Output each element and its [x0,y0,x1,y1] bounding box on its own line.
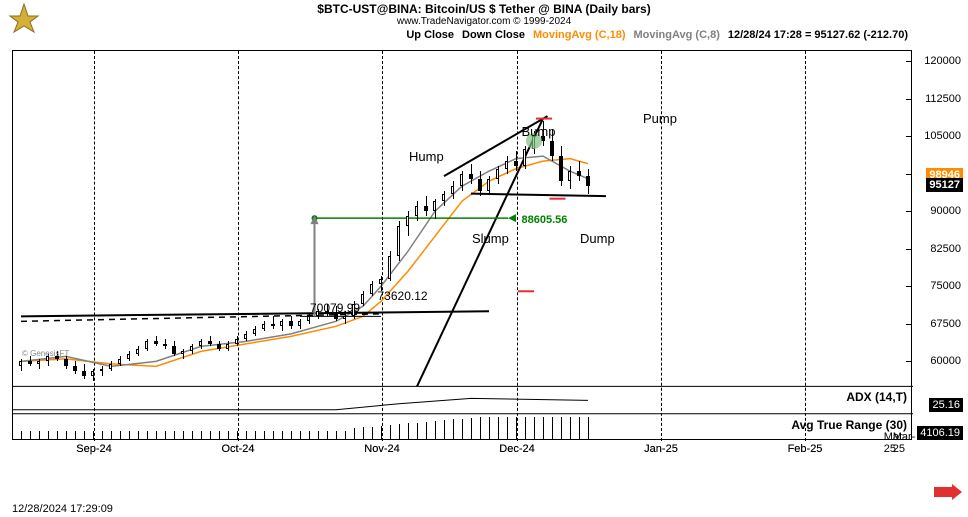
y-axis-tick: 90000 [930,205,961,217]
app-logo [8,2,40,37]
x-axis-label: Mar-25 [884,431,907,455]
chart-annotation: Pump [643,111,677,126]
x-axis-label: Feb-25 [788,443,823,455]
indicator-label: ADX (14,T) [846,390,907,404]
legend-row: Up Close Down Close MovingAvg (C,18) Mov… [0,27,968,43]
chart-annotation: 73620.12 [378,289,428,303]
legend-ma1: MovingAvg (C,18) [533,29,626,41]
scroll-right-arrow[interactable] [934,484,962,503]
chart-svg-overlay [13,51,913,441]
indicator-label: Avg True Range (30) [791,418,907,432]
x-axis-label: Nov-24 [364,443,399,455]
y-axis-tick: 82500 [930,243,961,255]
price-tag: 95127 [926,178,963,192]
x-axis-label: Oct-24 [221,443,254,455]
legend-up-close: Up Close [406,29,454,41]
y-axis-tick: 60000 [930,355,961,367]
legend-down-close: Down Close [462,29,525,41]
footer-timestamp: 12/28/2024 17:29:09 [12,503,113,515]
y-axis-tick: 120000 [924,55,961,67]
y-axis-tick: 105000 [924,130,961,142]
chart-area[interactable]: 6000067500750008250090000975001050001125… [12,50,912,440]
y-axis-tick: 75000 [930,280,961,292]
x-axis-label: Dec-24 [499,443,534,455]
main-price-panel: 6000067500750008250090000975001050001125… [13,51,911,441]
chart-symbol-title: $BTC-UST@BINA: Bitcoin/US $ Tether @ BIN… [0,2,968,16]
y-axis-tick: 67500 [930,318,961,330]
chart-annotation: Slump [472,231,509,246]
indicator-value: 4106.19 [917,426,963,440]
legend-timestamp: 12/28/24 17:28 = 95127.62 (-212.70) [728,29,908,41]
chart-source: www.TradeNavigator.com © 1999-2024 [0,16,968,27]
chart-annotation: Dump [580,231,615,246]
indicator-value: 25.16 [929,398,963,412]
chart-annotation: 88605.56 [522,214,568,226]
x-axis-label: Jan-25 [644,443,678,455]
chart-annotation: 70079.99 [310,301,360,315]
legend-ma2: MovingAvg (C,8) [634,29,720,41]
chart-annotation: Hump [409,149,444,164]
chart-title-bar: $BTC-UST@BINA: Bitcoin/US $ Tether @ BIN… [0,0,968,27]
chart-annotation: © GenesisFT [22,349,69,358]
chart-annotation: Bump [522,124,556,139]
x-axis-label: Sep-24 [76,443,111,455]
y-axis-tick: 112500 [925,93,961,105]
